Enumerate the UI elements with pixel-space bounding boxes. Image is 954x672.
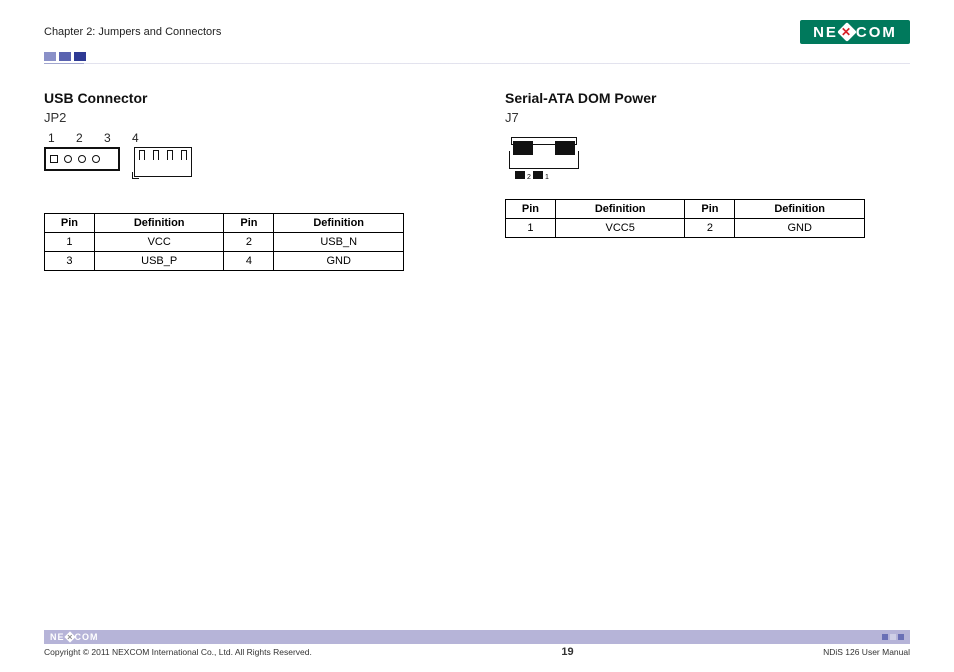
- contact-icon: [167, 150, 173, 160]
- th-pin: Pin: [45, 214, 95, 233]
- pin-icon: [64, 155, 72, 163]
- cell-def: GND: [274, 252, 404, 271]
- table-header-row: Pin Definition Pin Definition: [45, 214, 404, 233]
- usb-connector-id: JP2: [44, 110, 449, 125]
- th-definition: Definition: [94, 214, 224, 233]
- contact-icon: [153, 150, 159, 160]
- cell-pin: 3: [45, 252, 95, 271]
- decor-square: [890, 634, 896, 640]
- brand-logo: NE ✕ COM: [800, 20, 910, 44]
- header-decor: [44, 52, 910, 61]
- decor-square: [74, 52, 86, 61]
- header-rule: [44, 63, 910, 64]
- pin-icon: [50, 155, 58, 163]
- sata-connector-id: J7: [505, 110, 910, 125]
- cell-pin: 1: [506, 219, 556, 238]
- brand-text-right: COM: [856, 24, 897, 41]
- table-row: 3 USB_P 4 GND: [45, 252, 404, 271]
- j7-pin-label: 2: [527, 174, 531, 181]
- cell-pin: 2: [685, 219, 735, 238]
- cell-def: USB_N: [274, 233, 404, 252]
- cell-pin: 1: [45, 233, 95, 252]
- usb-title: USB Connector: [44, 90, 449, 106]
- jp2-socket-icon: [134, 147, 192, 177]
- cell-def: GND: [735, 219, 865, 238]
- contact-icon: [181, 150, 187, 160]
- sata-section: Serial-ATA DOM Power J7 2 1 Pin Definiti…: [505, 90, 910, 271]
- cell-pin: 4: [224, 252, 274, 271]
- cell-def: VCC5: [555, 219, 685, 238]
- usb-section: USB Connector JP2 1 2 3 4: [44, 90, 449, 271]
- footer-brand-right: COM: [75, 632, 99, 642]
- page-number: 19: [561, 646, 573, 658]
- decor-square: [44, 52, 56, 61]
- th-pin: Pin: [506, 200, 556, 219]
- cell-pin: 2: [224, 233, 274, 252]
- usb-pin-table: Pin Definition Pin Definition 1 VCC 2 US…: [44, 213, 404, 271]
- decor-square: [59, 52, 71, 61]
- brand-x-icon: ✕: [837, 22, 857, 42]
- decor-square: [898, 634, 904, 640]
- page-footer: NE ✕ COM Copyright © 2011 NEXCOM Interna…: [44, 630, 910, 658]
- pin-icon: [92, 155, 100, 163]
- jp2-header-icon: [44, 147, 120, 171]
- pin-icon: [78, 155, 86, 163]
- usb-pin-numbers: 1 2 3 4: [44, 131, 449, 145]
- cell-def: VCC: [94, 233, 224, 252]
- table-header-row: Pin Definition Pin Definition: [506, 200, 865, 219]
- footer-bar: NE ✕ COM: [44, 630, 910, 644]
- th-pin: Pin: [685, 200, 735, 219]
- decor-square: [882, 634, 888, 640]
- j7-diagram: 2 1: [505, 133, 583, 177]
- sata-pin-table: Pin Definition Pin Definition 1 VCC5 2 G…: [505, 199, 865, 238]
- footer-x-icon: ✕: [64, 631, 75, 642]
- j7-foot-icon: [533, 171, 543, 179]
- table-row: 1 VCC5 2 GND: [506, 219, 865, 238]
- chapter-title: Chapter 2: Jumpers and Connectors: [44, 26, 221, 38]
- footer-brand-left: NE: [50, 632, 65, 642]
- j7-pin-label: 1: [545, 174, 549, 181]
- usb-diagram: [44, 147, 449, 191]
- th-definition: Definition: [555, 200, 685, 219]
- j7-body-icon: [509, 151, 579, 169]
- footer-decor: [882, 634, 904, 640]
- th-definition: Definition: [735, 200, 865, 219]
- table-row: 1 VCC 2 USB_N: [45, 233, 404, 252]
- th-pin: Pin: [224, 214, 274, 233]
- j7-foot-icon: [515, 171, 525, 179]
- contact-icon: [139, 150, 145, 160]
- th-definition: Definition: [274, 214, 404, 233]
- copyright-text: Copyright © 2011 NEXCOM International Co…: [44, 647, 312, 657]
- brand-text-left: NE: [813, 24, 838, 41]
- sata-title: Serial-ATA DOM Power: [505, 90, 910, 106]
- doc-title: NDiS 126 User Manual: [823, 647, 910, 657]
- cell-def: USB_P: [94, 252, 224, 271]
- footer-logo: NE ✕ COM: [50, 632, 99, 642]
